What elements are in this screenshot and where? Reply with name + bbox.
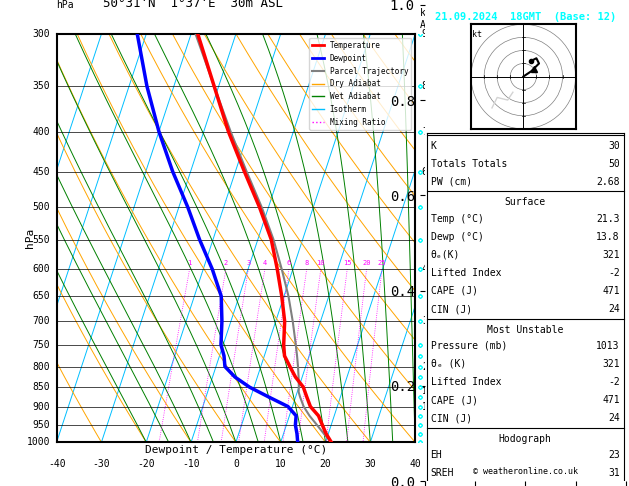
Text: 4: 4	[263, 260, 267, 266]
Text: CIN (J): CIN (J)	[431, 413, 472, 423]
Text: 20: 20	[362, 260, 371, 266]
Text: 471: 471	[602, 286, 620, 296]
Text: 25: 25	[378, 260, 386, 266]
Text: CAPE (J): CAPE (J)	[431, 395, 477, 405]
Text: 650: 650	[32, 291, 50, 301]
Text: 800: 800	[32, 362, 50, 372]
Text: 2: 2	[422, 362, 428, 372]
Text: 2: 2	[224, 260, 228, 266]
Text: 7: 7	[422, 126, 428, 137]
Text: Most Unstable: Most Unstable	[487, 325, 564, 334]
Text: km: km	[420, 8, 431, 17]
Text: Lifted Index: Lifted Index	[431, 268, 501, 278]
Text: CAPE (J): CAPE (J)	[431, 286, 477, 296]
Text: 20: 20	[320, 459, 331, 469]
Text: 31: 31	[608, 468, 620, 478]
Text: 700: 700	[32, 316, 50, 326]
Text: K: K	[431, 140, 437, 151]
Text: 6: 6	[287, 260, 291, 266]
Text: SREH: SREH	[431, 468, 454, 478]
Text: 1000: 1000	[26, 437, 50, 447]
Text: hPa: hPa	[25, 228, 35, 248]
Text: 21.3: 21.3	[596, 213, 620, 224]
Text: CIN (J): CIN (J)	[431, 304, 472, 314]
Text: 400: 400	[32, 126, 50, 137]
Text: 9: 9	[422, 29, 428, 39]
Text: -20: -20	[137, 459, 155, 469]
X-axis label: Dewpoint / Temperature (°C): Dewpoint / Temperature (°C)	[145, 445, 327, 455]
Text: PW (cm): PW (cm)	[431, 177, 472, 187]
Text: -2: -2	[608, 377, 620, 387]
Text: 10: 10	[316, 260, 325, 266]
Text: 23: 23	[608, 450, 620, 460]
Text: 0: 0	[233, 459, 239, 469]
Text: 1LCL: 1LCL	[422, 387, 442, 397]
Legend: Temperature, Dewpoint, Parcel Trajectory, Dry Adiabat, Wet Adiabat, Isotherm, Mi: Temperature, Dewpoint, Parcel Trajectory…	[309, 38, 411, 130]
Text: 750: 750	[32, 340, 50, 350]
Text: 3: 3	[422, 316, 428, 326]
Text: 2.68: 2.68	[596, 177, 620, 187]
Text: 30: 30	[364, 459, 376, 469]
Text: θₑ(K): θₑ(K)	[431, 250, 460, 260]
Text: 600: 600	[32, 264, 50, 274]
Text: ASL: ASL	[420, 20, 437, 30]
Text: 950: 950	[32, 420, 50, 430]
Text: -30: -30	[92, 459, 110, 469]
Text: Mixing Ratio (g/kg): Mixing Ratio (g/kg)	[454, 187, 463, 289]
Text: hPa: hPa	[57, 0, 74, 10]
Text: 1: 1	[187, 260, 192, 266]
Text: Dewp (°C): Dewp (°C)	[431, 232, 484, 242]
Text: 1013: 1013	[596, 341, 620, 351]
Text: © weatheronline.co.uk: © weatheronline.co.uk	[473, 468, 577, 476]
Text: 13.8: 13.8	[596, 232, 620, 242]
Text: 40: 40	[409, 459, 421, 469]
Text: 471: 471	[602, 395, 620, 405]
Text: 24: 24	[608, 304, 620, 314]
Text: Surface: Surface	[504, 197, 546, 207]
Text: 24: 24	[608, 413, 620, 423]
Text: -40: -40	[48, 459, 65, 469]
Text: Lifted Index: Lifted Index	[431, 377, 501, 387]
Text: kt: kt	[472, 30, 482, 38]
Text: 6: 6	[422, 167, 428, 176]
Text: Pressure (mb): Pressure (mb)	[431, 341, 507, 351]
Text: Temp (°C): Temp (°C)	[431, 213, 484, 224]
Text: 1: 1	[422, 401, 428, 412]
Text: 321: 321	[602, 250, 620, 260]
Text: 50: 50	[608, 159, 620, 169]
Text: θₑ (K): θₑ (K)	[431, 359, 466, 369]
Text: -2: -2	[608, 268, 620, 278]
Text: 15: 15	[343, 260, 352, 266]
Text: 3: 3	[246, 260, 250, 266]
Text: 450: 450	[32, 167, 50, 176]
Text: 550: 550	[32, 235, 50, 244]
Text: 10: 10	[275, 459, 287, 469]
Text: Totals Totals: Totals Totals	[431, 159, 507, 169]
Text: 321: 321	[602, 359, 620, 369]
Text: Hodograph: Hodograph	[499, 434, 552, 444]
Text: 850: 850	[32, 382, 50, 392]
Text: 21.09.2024  18GMT  (Base: 12): 21.09.2024 18GMT (Base: 12)	[435, 12, 616, 22]
Text: 8: 8	[304, 260, 309, 266]
Text: EH: EH	[431, 450, 442, 460]
Text: 900: 900	[32, 401, 50, 412]
Text: -10: -10	[182, 459, 200, 469]
Text: 500: 500	[32, 202, 50, 212]
Text: 350: 350	[32, 81, 50, 91]
Text: 30: 30	[608, 140, 620, 151]
Text: 300: 300	[32, 29, 50, 39]
Text: 8: 8	[422, 81, 428, 91]
Text: 50°31'N  1°37'E  30m ASL: 50°31'N 1°37'E 30m ASL	[103, 0, 283, 10]
Text: 4: 4	[422, 264, 428, 274]
